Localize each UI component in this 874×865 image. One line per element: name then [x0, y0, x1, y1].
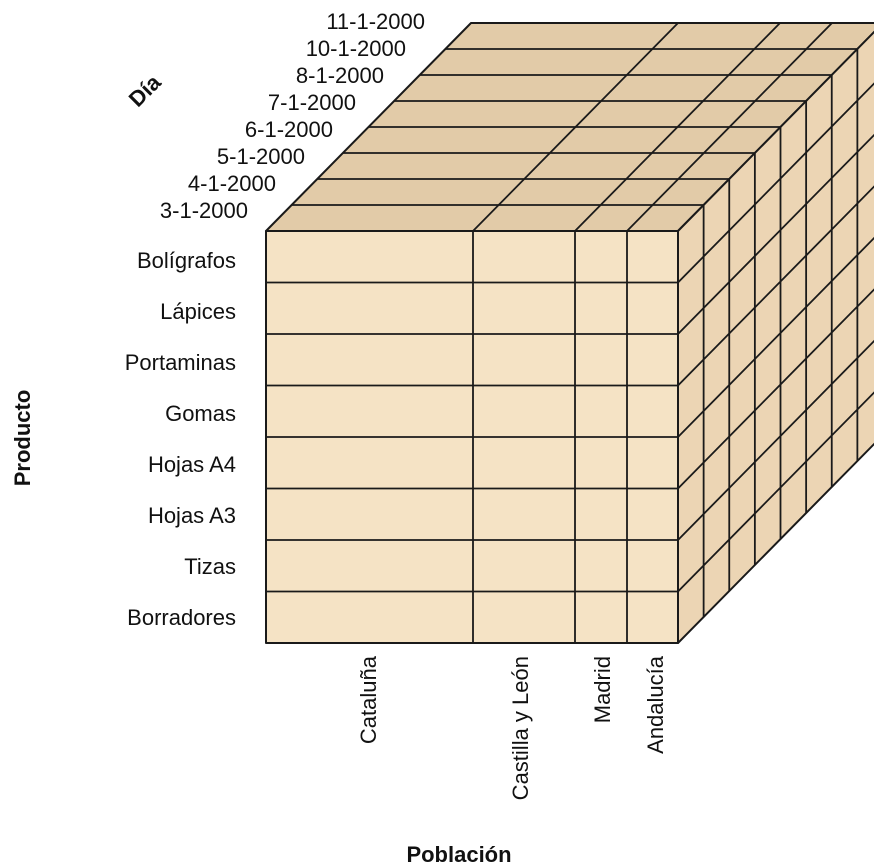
cube-faces	[265, 22, 874, 644]
population-axis-title: Población	[406, 842, 511, 865]
product-label-boligrafos: Bolígrafos	[137, 248, 236, 273]
day-label-5-1-2000: 5-1-2000	[217, 144, 305, 169]
population-label-andalucia: Andalucía	[643, 655, 668, 754]
product-label-borradores: Borradores	[127, 605, 236, 630]
population-label-madrid: Madrid	[590, 656, 615, 723]
product-label-hojas-a4: Hojas A4	[148, 452, 236, 477]
day-label-10-1-2000: 10-1-2000	[306, 36, 406, 61]
population-label-castilla-y-leon: Castilla y León	[508, 656, 533, 800]
product-label-lapices: Lápices	[160, 299, 236, 324]
product-label-tizas: Tizas	[184, 554, 236, 579]
day-label-6-1-2000: 6-1-2000	[245, 117, 333, 142]
day-label-4-1-2000: 4-1-2000	[188, 171, 276, 196]
population-label-cataluna: Cataluña	[356, 655, 381, 744]
day-axis-title: Día	[124, 69, 166, 111]
product-axis-title: Producto	[10, 390, 35, 487]
product-label-hojas-a3: Hojas A3	[148, 503, 236, 528]
product-label-portaminas: Portaminas	[125, 350, 236, 375]
day-label-7-1-2000: 7-1-2000	[268, 90, 356, 115]
cube-gridlines	[266, 22, 874, 643]
product-label-gomas: Gomas	[165, 401, 236, 426]
day-label-3-1-2000: 3-1-2000	[160, 198, 248, 223]
day-label-8-1-2000: 8-1-2000	[296, 63, 384, 88]
day-label-11-1-2000: 11-1-2000	[326, 9, 425, 34]
